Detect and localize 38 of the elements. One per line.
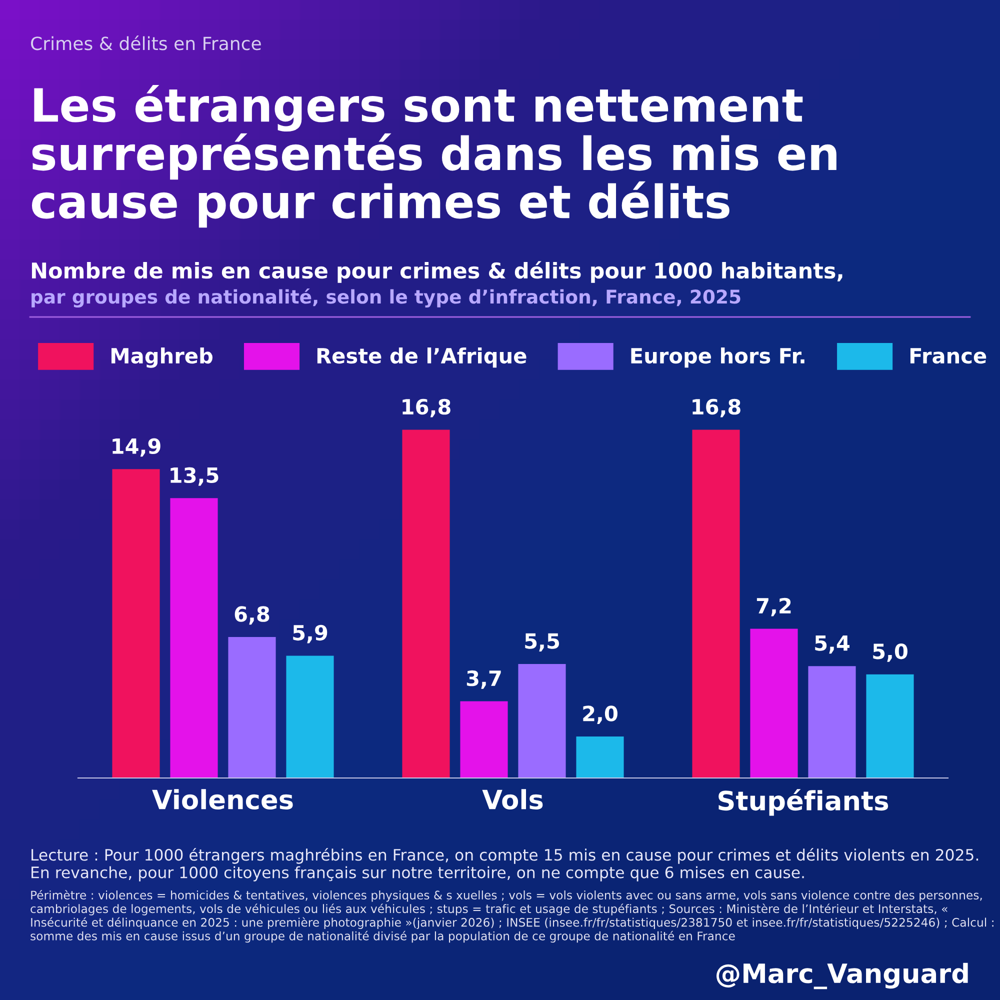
bar bbox=[402, 430, 450, 778]
data-label: 3,7 bbox=[466, 670, 501, 689]
bar bbox=[112, 469, 160, 778]
legend-label: Maghreb bbox=[111, 348, 212, 368]
text: par groupes de nationalité, selon le type d’infraction, France, 2025 bbox=[32, 288, 740, 308]
data-label: 5,9 bbox=[293, 624, 328, 644]
data-label: 16,8 bbox=[692, 398, 740, 418]
text: @Marc_Vanguard bbox=[716, 962, 968, 990]
data-label: 5,0 bbox=[873, 643, 908, 662]
text: Crimes & délits en France bbox=[31, 36, 261, 50]
data-label: 6,8 bbox=[234, 606, 270, 625]
text: Périmètre : violences = homicides & tentatives, violences physiques & s xuelles ; vols = vols violents avec ou sans arme, vols sans violence contre des personnes, cambriolages de logements, vols de véhicules ou liés aux véhicules ; stups = trafic et usage de stupéfiants ; Sources : Ministère de l’Intérieur et Interstats, « Insécurité et délinquance en 2025 : une première photographie »(janvier 2026) ; INSEE (insee.fr/fr/statistiques/2381750 et insee.fr/fr/statistiques/5225246) ; Calcul : somme des mis en cause issus d’un groupe de nationalité divisé par la population de ce groupe de nationalité en France bbox=[30, 890, 994, 943]
bar bbox=[518, 664, 566, 778]
legend-label: Reste de l’Afrique bbox=[317, 348, 526, 368]
data-label: 5,5 bbox=[525, 633, 559, 652]
x-tick-label: Stupéfiants bbox=[718, 789, 888, 816]
bar bbox=[576, 736, 624, 778]
data-label: 14,9 bbox=[112, 438, 160, 457]
data-label: 2,0 bbox=[583, 706, 618, 724]
bar bbox=[228, 637, 276, 778]
bar bbox=[460, 701, 508, 778]
bar bbox=[750, 628, 798, 778]
x-tick-label: Vols bbox=[482, 789, 543, 810]
bar bbox=[866, 674, 914, 778]
legend-label: France bbox=[910, 348, 986, 364]
x-tick-label: Violences bbox=[152, 789, 293, 810]
chart-title: Les étrangers sont nettement surreprésentés dans les mis en cause pour crimes et délits bbox=[32, 85, 836, 228]
text: Lecture : Pour 1000 étrangers maghrébins en France, on compte 15 mis en cause pour crimes et délits violents en 2025. En revanche, pour 1000 citoyens français sur notre territoire, on ne compte que 6 mises en cause. bbox=[32, 848, 978, 882]
bar bbox=[286, 656, 334, 778]
legend-label: Europe hors Fr. bbox=[631, 348, 804, 368]
bar bbox=[692, 430, 740, 778]
chart-subtitle: Nombre de mis en cause pour crimes & délits pour 1000 habitants, bbox=[32, 261, 842, 283]
bar bbox=[808, 666, 856, 778]
data-label: 13,5 bbox=[170, 467, 218, 486]
data-label: 7,2 bbox=[756, 598, 791, 616]
data-label: 5,4 bbox=[815, 635, 850, 654]
data-label: 16,8 bbox=[402, 398, 450, 418]
bar bbox=[170, 498, 218, 778]
